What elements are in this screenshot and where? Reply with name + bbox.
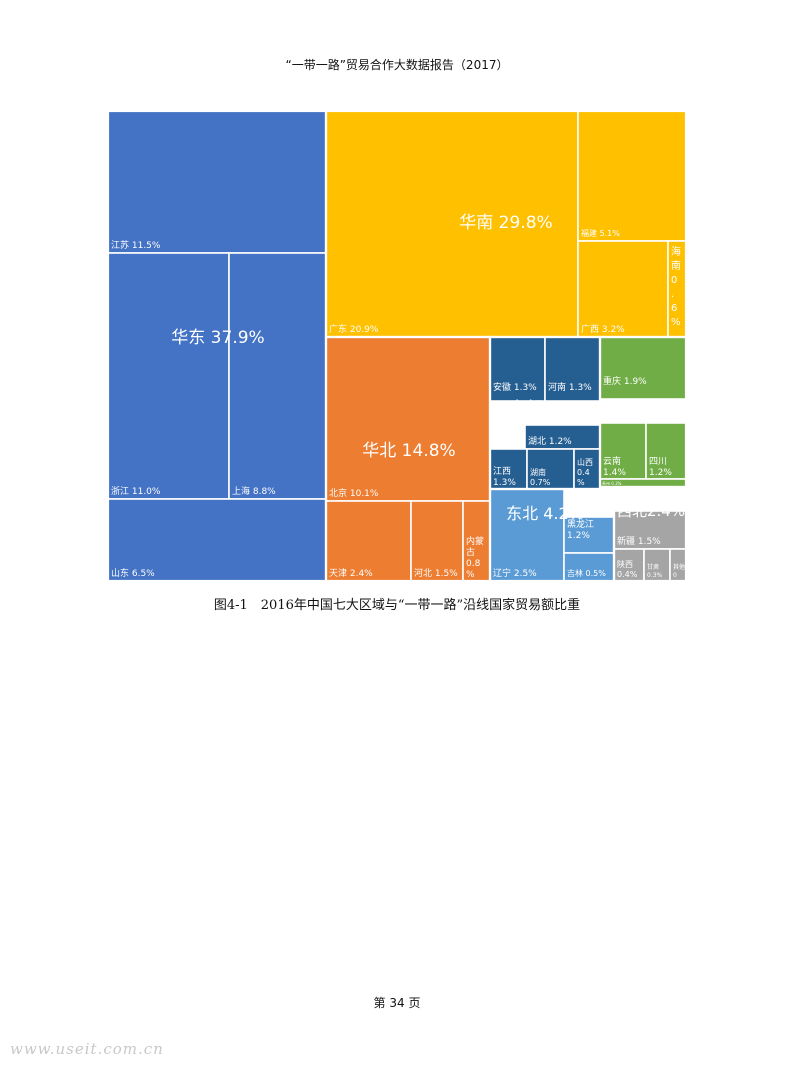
treemap-svg: 江苏 11.5% 浙江 11.0% 上海 8.8% 山东 6.5% 广东 20.9% 福建…: [108, 111, 686, 581]
treemap-label-东北-辽宁: 辽宁 2.5%: [493, 567, 537, 579]
treemap-label-华东-山东: 山东 6.5%: [111, 567, 155, 579]
treemap-group-label-西北: 西北2.4%: [617, 502, 685, 520]
treemap-label-中部-山西: 山西 0.4%: [577, 457, 593, 487]
treemap-label-华东-上海: 上海 8.8%: [232, 485, 276, 497]
treemap-group-border-西北: [612, 485, 686, 581]
treemap-label-华南-福建: 福建 5.1%: [581, 228, 620, 238]
treemap-cell-华南-福建: [577, 111, 686, 242]
treemap-label-中部-安徽: 安徽 1.3%: [493, 381, 537, 393]
page-number: 第 34 页: [373, 996, 421, 1010]
treemap-cell-华东-江苏: [108, 111, 327, 254]
treemap-cell-华东-上海: [228, 252, 327, 500]
treemap-label-华北-北京: 北京 10.1%: [329, 487, 379, 499]
treemap-cell-中部-湖北: [524, 424, 601, 450]
treemap-label-东北-吉林: 吉林 0.5%: [567, 568, 606, 578]
treemap-group-label-中部: 中部 6.1%: [509, 399, 592, 419]
treemap-label-西北-其他: 其他 0: [673, 563, 685, 579]
treemap-cell-西北-其他: [669, 548, 686, 581]
treemap-cell-西南-重庆: [599, 336, 686, 400]
treemap-cell-华北-河北: [410, 500, 464, 581]
treemap-cell-华北-天津: [325, 500, 412, 581]
treemap-label-西南-四川: 四川 1.2%: [649, 457, 672, 478]
treemap-label-西北-甘肃: 甘肃 0.3%: [647, 563, 663, 579]
treemap-label-中部-江西: 江西 1.3%: [493, 466, 516, 488]
treemap-chart: 江苏 11.5% 浙江 11.0% 上海 8.8% 山东 6.5% 广东 20.9% 福建…: [108, 111, 686, 581]
treemap-label-中部-湖北: 湖北 1.2%: [528, 436, 572, 447]
treemap-label-华南-广东: 广东 20.9%: [329, 323, 379, 335]
treemap-group-label-华北: 华北 14.8%: [362, 441, 455, 461]
treemap-label-华东-江苏: 江苏 11.5%: [111, 239, 161, 251]
treemap-cell-华东-浙江: [108, 252, 230, 500]
treemap-cell-华北-内蒙古: [462, 500, 491, 581]
treemap-label-西南-云南: 云南 1.4%: [603, 455, 626, 478]
treemap-label-华南-海南: 海南 0. 6%: [671, 245, 681, 328]
treemap-group-label-华南: 华南 29.8%: [459, 213, 552, 233]
treemap-cell-东北-辽宁: [489, 488, 565, 581]
treemap-group-label-东北: 东北 4.2%: [506, 504, 584, 523]
treemap-label-华北-内蒙古: 内蒙古 0.8%: [466, 535, 484, 580]
treemap-label-中部-湖南: 湖南 0.7%: [530, 467, 551, 487]
treemap-cell-华北-北京: [325, 336, 491, 502]
treemap-label-西北-陕西: 陕西 0.4%: [617, 559, 638, 579]
treemap-cell-华南-广东: [325, 111, 579, 338]
treemap-group-label-华东: 华东 37.9%: [171, 328, 264, 348]
treemap-label-华北-河北: 河北 1.5%: [414, 567, 458, 579]
treemap-cell-西北-甘肃: [643, 548, 671, 581]
treemap-label-西南-重庆: 重庆 1.9%: [603, 375, 647, 387]
treemap-cell-西北-陕西: [613, 548, 645, 581]
treemap-cell-西北-新疆: [613, 510, 686, 550]
treemap-cell-中部-湖南: [526, 448, 575, 490]
treemap-label-华南-广西: 广西 3.2%: [581, 323, 625, 335]
treemap-label-西南-other: 贵州 0.3%: [602, 480, 622, 486]
treemap-label-西北-新疆: 新疆 1.5%: [617, 535, 661, 547]
report-header: “一带一路”贸易合作大数据报告（2017）: [285, 58, 509, 72]
treemap-group-label-西南: 西南 4.8%: [604, 399, 682, 418]
treemap-cell-东北-吉林: [563, 552, 615, 581]
treemap-cell-华南-广西: [577, 240, 669, 338]
treemap-label-华东-浙江: 浙江 11.0%: [111, 485, 161, 497]
watermark: www.useit.com.cn: [10, 1040, 164, 1058]
treemap-label-华北-天津: 天津 2.4%: [329, 568, 373, 579]
treemap-label-东北-黑龙江: 黑龙江 1.2%: [567, 518, 594, 541]
treemap-label-中部-河南: 河南 1.3%: [548, 381, 592, 393]
figure-caption: 图4-1 2016年中国七大区域与“一带一路”沿线国家贸易额比重: [213, 598, 581, 613]
